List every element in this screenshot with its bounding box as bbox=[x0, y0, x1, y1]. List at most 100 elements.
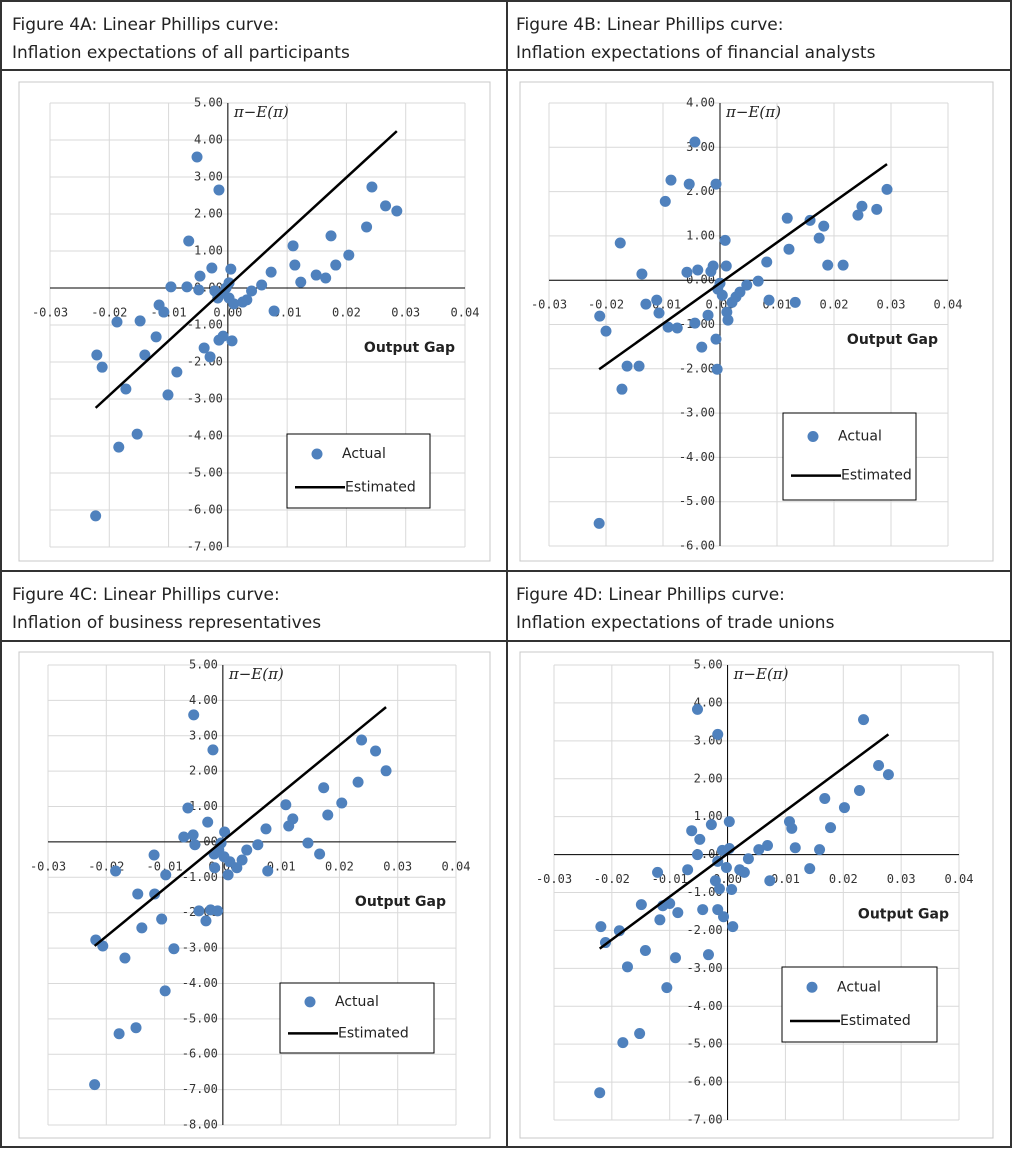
data-point bbox=[352, 776, 364, 788]
data-point bbox=[252, 839, 264, 851]
y-tick-label: 1.00 bbox=[189, 799, 218, 813]
data-point bbox=[236, 854, 248, 866]
x-tick-label: 0.02 bbox=[829, 872, 858, 886]
data-point bbox=[320, 272, 332, 284]
y-tick-label: -1.00 bbox=[686, 885, 722, 899]
figure-title: Figure 4A: Linear Phillips curve: bbox=[12, 15, 279, 35]
data-point bbox=[149, 888, 161, 900]
data-point bbox=[838, 802, 850, 814]
x-tick-label: 0.01 bbox=[267, 859, 296, 873]
data-point bbox=[187, 829, 199, 841]
data-point bbox=[710, 178, 722, 190]
data-point bbox=[380, 765, 392, 777]
data-point bbox=[225, 263, 237, 275]
legend-label: Estimated bbox=[841, 468, 912, 484]
data-point bbox=[741, 279, 753, 291]
data-point bbox=[314, 848, 326, 860]
data-point bbox=[711, 363, 723, 375]
data-point bbox=[289, 259, 301, 271]
data-point bbox=[209, 862, 221, 874]
data-point bbox=[825, 822, 837, 834]
data-point bbox=[217, 330, 229, 342]
data-point bbox=[595, 921, 607, 933]
x-tick-label: -0.02 bbox=[91, 306, 127, 320]
x-tick-label: -0.03 bbox=[531, 298, 567, 312]
data-point bbox=[670, 952, 681, 964]
data-point bbox=[139, 349, 151, 361]
y-tick-label: -6.00 bbox=[686, 1075, 722, 1089]
data-point bbox=[682, 864, 694, 876]
data-point bbox=[594, 310, 606, 322]
data-point bbox=[705, 819, 717, 831]
data-point bbox=[613, 925, 625, 937]
legend-label: Estimated bbox=[840, 1013, 911, 1029]
data-point bbox=[635, 899, 647, 911]
data-point bbox=[212, 905, 224, 917]
data-point bbox=[228, 298, 240, 310]
x-tick-label: -0.03 bbox=[30, 859, 66, 873]
data-point bbox=[789, 842, 801, 854]
data-point bbox=[652, 866, 664, 878]
y-tick-label: -5.00 bbox=[679, 494, 715, 508]
data-point bbox=[617, 1037, 629, 1049]
data-point bbox=[783, 243, 795, 255]
data-point bbox=[194, 270, 206, 282]
data-point bbox=[639, 945, 651, 957]
data-point bbox=[178, 831, 190, 843]
data-point bbox=[662, 321, 674, 333]
data-point bbox=[614, 237, 626, 249]
x-tick-label: 0.02 bbox=[332, 306, 361, 320]
data-point bbox=[110, 865, 122, 877]
x-tick-label: 0.01 bbox=[273, 306, 302, 320]
data-point bbox=[119, 952, 131, 964]
y-tick-label: -4.00 bbox=[686, 999, 722, 1013]
data-point bbox=[873, 759, 885, 771]
x-tick-label: -0.03 bbox=[536, 872, 572, 886]
y-tick-label: -4.00 bbox=[182, 976, 218, 990]
data-point bbox=[260, 823, 272, 835]
y-tick-label: -7.00 bbox=[187, 540, 223, 554]
data-point bbox=[713, 883, 725, 895]
data-point bbox=[723, 816, 735, 828]
y-tick-label: -2.00 bbox=[686, 923, 722, 937]
x-tick-label: 0.03 bbox=[383, 859, 412, 873]
data-point bbox=[651, 294, 663, 306]
data-point bbox=[837, 259, 849, 271]
data-point bbox=[302, 837, 314, 849]
y-tick-label: 4.00 bbox=[189, 693, 218, 707]
y-tick-label: -7.00 bbox=[686, 1113, 722, 1127]
x-axis-label: Output Gap bbox=[355, 894, 446, 910]
data-point bbox=[665, 174, 677, 186]
figure-subtitle: Inflation expectations of all participan… bbox=[12, 43, 350, 63]
data-point bbox=[702, 949, 714, 961]
data-point bbox=[132, 888, 144, 900]
legend-box bbox=[286, 433, 431, 509]
data-point bbox=[882, 769, 894, 781]
data-point bbox=[871, 203, 883, 215]
figure-subtitle: Inflation expectations of trade unions bbox=[516, 613, 835, 633]
data-point bbox=[753, 844, 765, 856]
y-tick-label: 3.00 bbox=[194, 170, 223, 184]
data-point bbox=[881, 183, 893, 195]
data-point bbox=[636, 268, 648, 280]
data-point bbox=[222, 869, 234, 881]
data-point bbox=[683, 178, 695, 190]
data-point bbox=[819, 792, 831, 804]
data-point bbox=[148, 849, 160, 861]
y-axis-label: π−E(π) bbox=[733, 665, 789, 683]
data-point bbox=[198, 342, 210, 354]
legend-label: Actual bbox=[342, 446, 386, 462]
y-tick-label: -3.00 bbox=[187, 392, 223, 406]
legend-label: Estimated bbox=[338, 1025, 409, 1041]
data-point bbox=[694, 833, 706, 845]
figure-title: Figure 4C: Linear Phillips curve: bbox=[12, 585, 280, 605]
figure-title: Figure 4B: Linear Phillips curve: bbox=[516, 15, 783, 35]
data-point bbox=[96, 361, 108, 373]
data-point bbox=[204, 351, 216, 363]
legend-label: Estimated bbox=[345, 479, 416, 495]
fit-line bbox=[93, 706, 387, 947]
fit-line bbox=[598, 733, 890, 950]
data-point bbox=[241, 844, 253, 856]
data-point bbox=[742, 853, 754, 865]
data-point bbox=[671, 322, 683, 334]
